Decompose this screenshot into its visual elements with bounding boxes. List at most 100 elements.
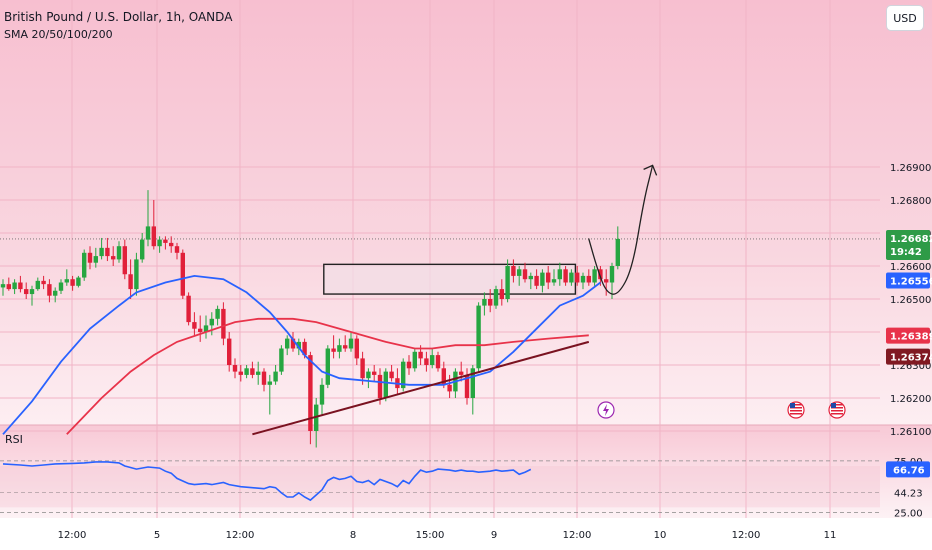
time-tick-label: 8 (350, 530, 356, 541)
flag-stripe (790, 407, 802, 409)
time-tick-label: 10 (654, 530, 667, 541)
candle-body (0, 284, 6, 288)
flag-canton (790, 403, 795, 408)
time-tick-label: 5 (154, 530, 160, 541)
candle-body (209, 318, 214, 326)
candle-body (87, 252, 93, 263)
candle-body (70, 279, 75, 286)
candle-body (308, 355, 313, 431)
rsi-line (2, 461, 532, 502)
candle-body (238, 371, 243, 375)
candle-body (198, 328, 203, 332)
candle-body (180, 252, 185, 296)
time-tick-label: 11 (824, 530, 837, 541)
rsi-value-badge (886, 461, 930, 478)
candle-body (105, 247, 110, 257)
candle-body (18, 282, 23, 290)
candle-body (418, 351, 423, 359)
candle-body (563, 269, 568, 283)
sma50-badge-text: 1.26389 (890, 332, 932, 343)
candle-body (586, 275, 591, 283)
candle-body (482, 299, 487, 306)
us-flag-event-icon[interactable] (828, 401, 846, 419)
candle-body (267, 381, 272, 385)
candle-body (192, 322, 197, 329)
candle-body (232, 365, 238, 372)
candle-body (534, 275, 539, 286)
candle-body (401, 361, 406, 389)
rsi-tick-label: 25.00 (894, 509, 923, 520)
candle-body (459, 371, 464, 375)
projection-arrow-path (588, 164, 654, 295)
trend-badge (886, 348, 930, 365)
candle-body (476, 305, 481, 369)
flag-stripe (831, 410, 843, 412)
rsi-band (0, 466, 880, 508)
candle-body (47, 284, 52, 296)
candle-body (383, 371, 388, 398)
candle-body (227, 338, 232, 365)
candle-body (435, 355, 441, 369)
candle-body (488, 299, 493, 306)
time-tick-label: 12:00 (563, 530, 592, 541)
price-tick-label: 1.26800 (890, 196, 931, 207)
rsi-value-text: 66.76 (893, 465, 925, 476)
lightning-event-icon[interactable] (597, 401, 615, 419)
candle-body (35, 280, 40, 290)
candle-body (203, 325, 209, 332)
lightning-bolt (603, 404, 609, 416)
candle-body (157, 239, 162, 247)
price-tick-label: 1.26600 (890, 262, 931, 273)
candle-body (522, 269, 528, 280)
rsi-label[interactable]: RSI (5, 433, 23, 446)
candle-body (273, 371, 278, 382)
candle-body (93, 256, 98, 263)
flag-stripe (831, 404, 843, 406)
current-price-badge-text: 19:42 (890, 247, 922, 258)
candle-body (285, 338, 290, 349)
candle-body (256, 371, 261, 375)
candle-body (12, 282, 17, 290)
time-tick-label: 12:00 (226, 530, 255, 541)
candle-body (517, 269, 522, 276)
candle-body (546, 272, 551, 283)
rsi-tick-label: 44.23 (894, 489, 923, 500)
currency-button[interactable]: USD (886, 5, 924, 31)
us-flag-event-icon[interactable] (787, 401, 805, 419)
time-tick-label: 12:00 (732, 530, 761, 541)
candle-body (261, 371, 267, 385)
candle-body (122, 246, 127, 275)
candle-body (82, 252, 87, 278)
flag-stripe (831, 407, 843, 409)
candle-body (29, 289, 35, 295)
price-pane-background (0, 0, 932, 425)
flag-canton (831, 403, 836, 408)
price-tick-label: 1.26200 (890, 394, 931, 405)
candle-body (551, 279, 557, 283)
candle-body (412, 351, 417, 369)
candle-body (244, 368, 249, 375)
candle-body (592, 269, 597, 283)
candle-body (325, 348, 330, 385)
candle-body (441, 368, 446, 385)
candle-body (598, 269, 603, 280)
candle-body (337, 345, 342, 352)
indicator-legend[interactable]: SMA 20/50/100/200 (4, 28, 113, 41)
candle-body (464, 374, 470, 398)
candle-body (609, 266, 615, 283)
sma20-badge-text: 1.26556 (890, 277, 932, 288)
candle-body (151, 226, 156, 247)
sma50-badge (886, 327, 930, 344)
candle-body (64, 279, 69, 283)
price-tick-label: 1.26100 (890, 427, 931, 438)
price-tick-label: 1.26300 (890, 361, 931, 372)
sma50-line (66, 317, 589, 435)
candle-body (366, 371, 371, 379)
candle-body (250, 368, 255, 375)
candle-body (6, 284, 11, 290)
candle-body (511, 266, 516, 276)
candle-body (174, 246, 180, 253)
candle-body (569, 272, 574, 283)
